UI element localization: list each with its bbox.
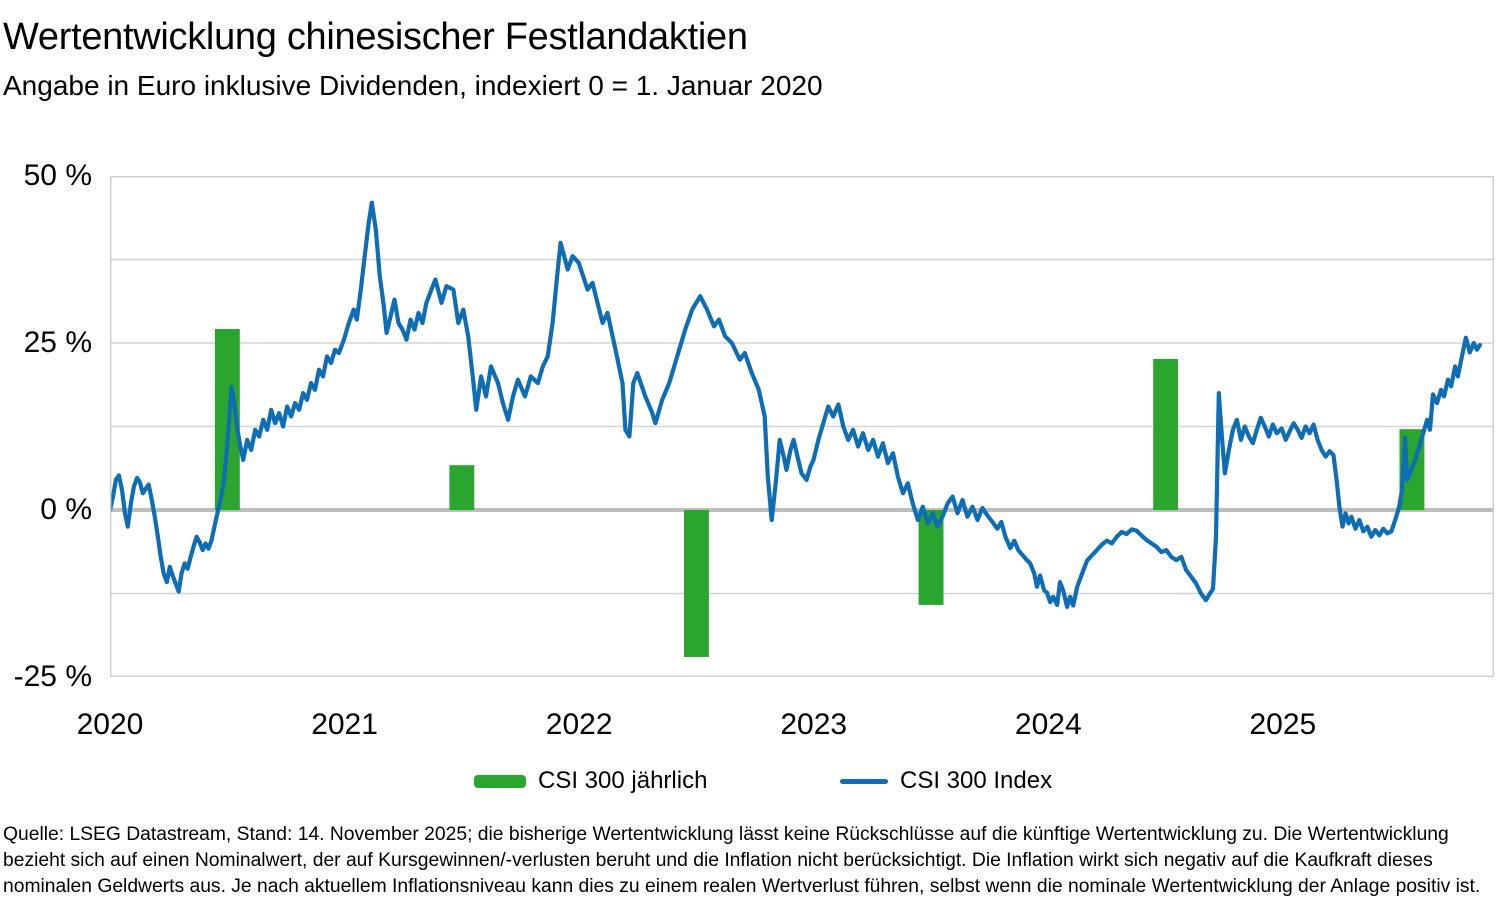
annual-return-bar bbox=[1153, 359, 1179, 510]
legend-item-csi300-jaehrlich: CSI 300 jährlich bbox=[474, 766, 707, 796]
legend-line-swatch bbox=[840, 778, 888, 784]
y-axis-label: -25 % bbox=[13, 660, 92, 693]
source-note: Quelle: LSEG Datastream, Stand: 14. Nove… bbox=[3, 824, 1481, 897]
x-axis-label: 2021 bbox=[311, 708, 378, 741]
plot-border bbox=[110, 176, 1494, 677]
annual-return-bar bbox=[449, 465, 475, 510]
x-axis-label: 2025 bbox=[1249, 708, 1317, 741]
x-axis-label: 2022 bbox=[545, 708, 613, 741]
page-subtitle: Angabe in Euro inklusive Dividenden, ind… bbox=[3, 70, 823, 101]
y-axis-label: 25 % bbox=[23, 326, 92, 359]
y-axis-label: 0 % bbox=[40, 493, 92, 526]
chart-canvas bbox=[110, 176, 1494, 677]
chart-area: 50 % 25 % 0 % -25 % 2020 2021 2022 2023 2024 2025 bbox=[13, 159, 1494, 741]
x-axis-label: 2024 bbox=[1014, 708, 1082, 741]
x-axis-label: 2023 bbox=[780, 708, 848, 741]
csi300-index-line bbox=[110, 200, 1483, 609]
x-axis-label: 2020 bbox=[76, 708, 144, 741]
legend-item-csi300-index: CSI 300 Index bbox=[840, 766, 1052, 796]
annual-return-bar bbox=[684, 510, 709, 657]
legend-label-csi300-jaehrlich: CSI 300 jährlich bbox=[538, 767, 708, 794]
legend-label-csi300-index: CSI 300 Index bbox=[900, 767, 1053, 794]
csi300-annual-bars bbox=[214, 329, 1425, 657]
page-title: Wertentwicklung chinesischer Festlandakt… bbox=[3, 16, 748, 58]
legend-bar-swatch bbox=[474, 774, 526, 788]
y-axis-label: 50 % bbox=[23, 159, 92, 192]
